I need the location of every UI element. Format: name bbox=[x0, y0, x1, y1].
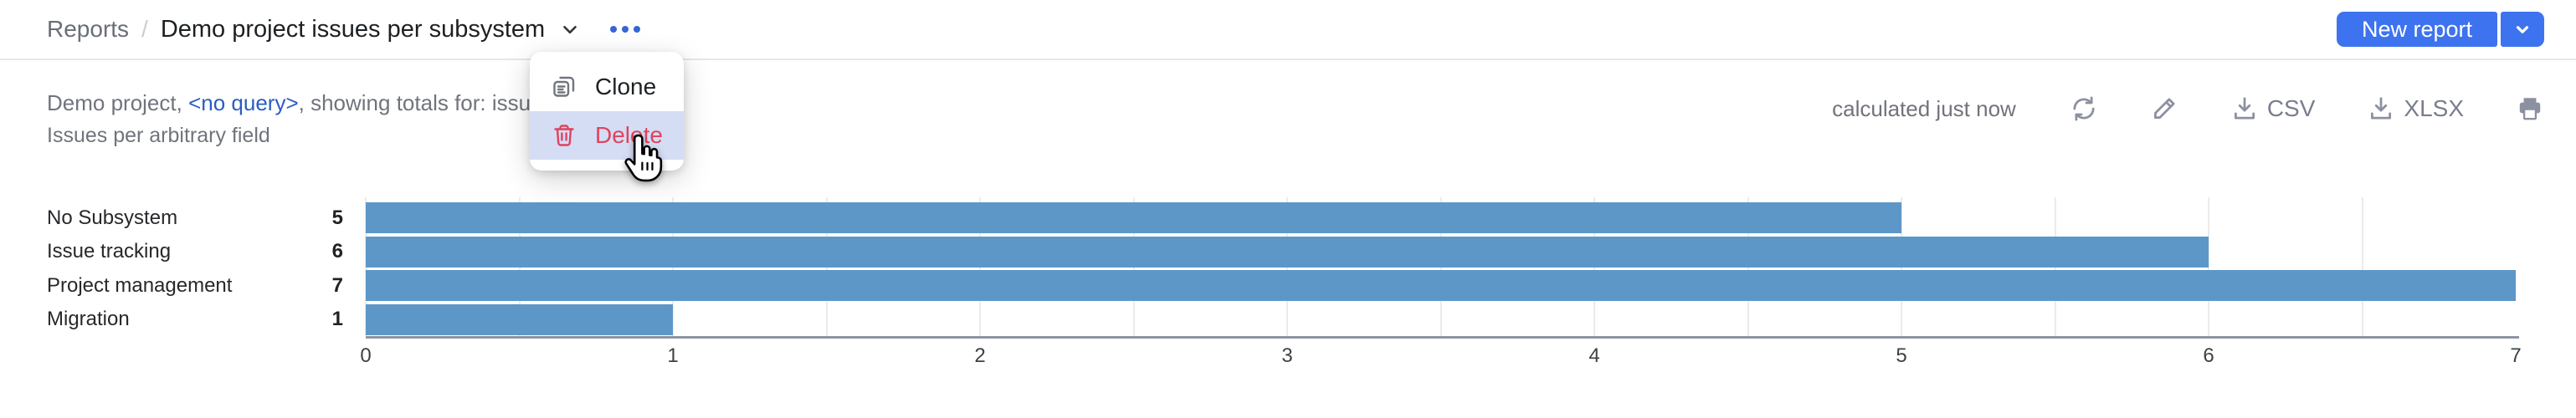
print-button[interactable] bbox=[2516, 94, 2544, 123]
download-icon bbox=[2371, 97, 2392, 120]
menu-item-delete[interactable]: Delete bbox=[530, 111, 684, 160]
clone-icon bbox=[553, 76, 575, 97]
edit-pencil-icon bbox=[2153, 98, 2175, 120]
report-options-kebab-icon[interactable] bbox=[605, 21, 645, 38]
category-label: Project management bbox=[47, 273, 233, 297]
bar[interactable] bbox=[366, 270, 2516, 301]
breadcrumb-separator: / bbox=[141, 16, 148, 42]
category-label: Issue tracking bbox=[47, 240, 172, 263]
value-label: 1 bbox=[331, 308, 343, 330]
report-toolbar: calculated just now CSV XLSX bbox=[1832, 89, 2544, 129]
menu-item-label: Delete bbox=[595, 122, 663, 148]
refresh-button[interactable] bbox=[2070, 94, 2098, 123]
chart-gridline bbox=[2208, 197, 2209, 336]
title-chevron-down-icon[interactable] bbox=[559, 18, 581, 40]
x-axis-line bbox=[366, 336, 2519, 339]
breadcrumb-reports-link[interactable]: Reports bbox=[47, 16, 130, 42]
trash-icon bbox=[554, 125, 574, 146]
export-xlsx-button[interactable]: XLSX bbox=[2367, 94, 2464, 123]
chart-gridline bbox=[2361, 197, 2363, 336]
bar-chart: No Subsystem 5 Issue tracking 6 Project mana… bbox=[0, 192, 2576, 393]
csv-label: CSV bbox=[2266, 95, 2316, 121]
report-summary: Demo project, <no query>, showing totals… bbox=[47, 90, 595, 148]
button-chevron-down-icon bbox=[2516, 26, 2529, 33]
report-options-menu: Clone Delete bbox=[530, 52, 684, 171]
download-icon bbox=[2234, 97, 2255, 120]
category-label: Migration bbox=[47, 308, 130, 330]
menu-item-label: Clone bbox=[595, 74, 657, 99]
bar[interactable] bbox=[366, 202, 1901, 233]
menu-item-clone[interactable]: Clone bbox=[530, 63, 684, 111]
x-tick-label: 4 bbox=[1588, 344, 1600, 367]
x-tick-label: 6 bbox=[2203, 344, 2214, 367]
query-link[interactable]: <no query> bbox=[188, 90, 299, 115]
printer-icon bbox=[2519, 98, 2541, 120]
edit-report-button[interactable] bbox=[2150, 94, 2178, 123]
value-label: 6 bbox=[331, 240, 343, 263]
bar[interactable] bbox=[366, 236, 2209, 268]
x-tick-label: 1 bbox=[667, 344, 679, 367]
value-label: 5 bbox=[331, 206, 343, 229]
summary-prefix: Demo project, bbox=[47, 90, 189, 115]
export-csv-button[interactable]: CSV bbox=[2230, 94, 2316, 123]
cursor-pointer bbox=[624, 134, 663, 182]
value-label: 7 bbox=[331, 273, 343, 297]
calculated-status: calculated just now bbox=[1832, 95, 2016, 121]
x-tick-label: 2 bbox=[974, 344, 986, 367]
report-type-label: Issues per arbitrary field bbox=[47, 124, 270, 147]
page-title[interactable]: Demo project issues per subsystem bbox=[160, 15, 546, 43]
header-bar: Reports / Demo project issues per subsys… bbox=[0, 0, 2576, 60]
new-report-split-button: New report bbox=[2336, 12, 2544, 47]
xlsx-label: XLSX bbox=[2404, 95, 2464, 121]
x-tick-label: 7 bbox=[2510, 344, 2522, 367]
new-report-dropdown-button[interactable] bbox=[2501, 12, 2544, 47]
x-tick-label: 3 bbox=[1281, 344, 1293, 367]
refresh-icon bbox=[2073, 96, 2095, 121]
new-report-button[interactable]: New report bbox=[2336, 12, 2497, 47]
breadcrumb: Reports / Demo project issues per subsys… bbox=[47, 0, 645, 59]
report-summary-line1: Demo project, <no query>, showing totals… bbox=[47, 90, 595, 115]
bar[interactable] bbox=[366, 303, 673, 335]
x-tick-label: 0 bbox=[360, 344, 372, 367]
category-label: No Subsystem bbox=[47, 206, 178, 229]
x-tick-label: 5 bbox=[1896, 344, 1907, 367]
